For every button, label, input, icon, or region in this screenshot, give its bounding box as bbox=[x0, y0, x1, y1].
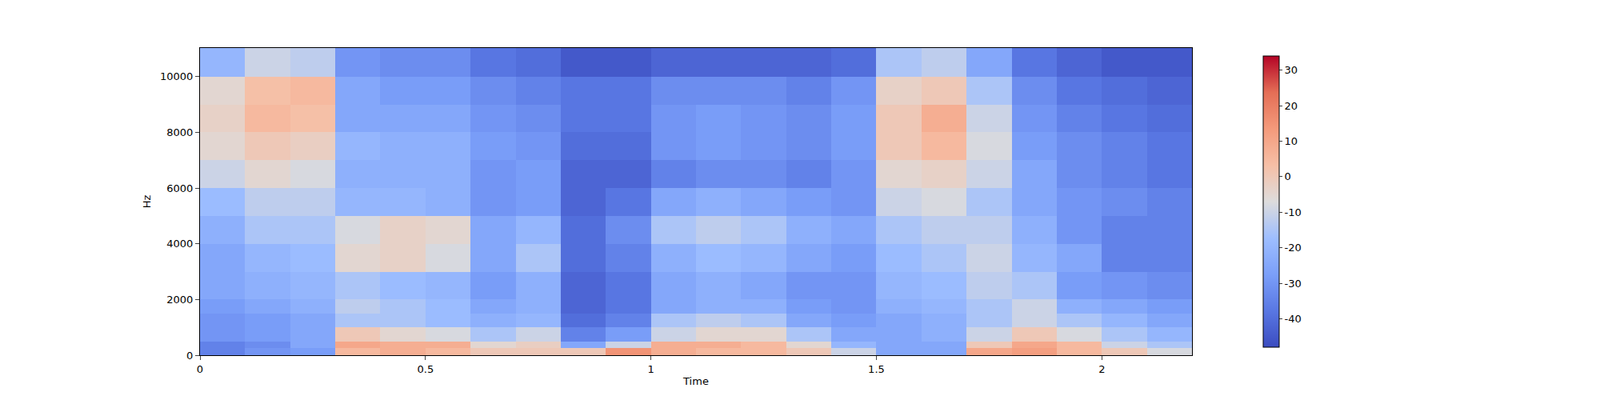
svg-text:10000: 10000 bbox=[160, 70, 193, 83]
svg-text:8000: 8000 bbox=[166, 126, 193, 139]
svg-text:0: 0 bbox=[1284, 170, 1292, 183]
svg-text:20: 20 bbox=[1284, 100, 1299, 112]
svg-text:0: 0 bbox=[196, 363, 204, 376]
svg-text:1.5: 1.5 bbox=[868, 363, 885, 376]
svg-text:-20: -20 bbox=[1284, 241, 1302, 254]
svg-text:1: 1 bbox=[647, 363, 654, 376]
svg-text:-10: -10 bbox=[1284, 206, 1302, 219]
svg-text:0.5: 0.5 bbox=[416, 363, 434, 376]
svg-text:0: 0 bbox=[186, 349, 193, 362]
svg-text:-40: -40 bbox=[1284, 312, 1302, 325]
svg-text:2000: 2000 bbox=[166, 293, 193, 306]
svg-text:10: 10 bbox=[1284, 135, 1299, 148]
svg-text:Time: Time bbox=[682, 375, 709, 388]
svg-text:-30: -30 bbox=[1284, 277, 1302, 290]
svg-text:6000: 6000 bbox=[166, 182, 193, 195]
svg-text:30: 30 bbox=[1284, 64, 1299, 76]
svg-text:4000: 4000 bbox=[166, 237, 193, 250]
svg-text:Hz: Hz bbox=[140, 195, 153, 209]
svg-text:2: 2 bbox=[1098, 363, 1105, 376]
